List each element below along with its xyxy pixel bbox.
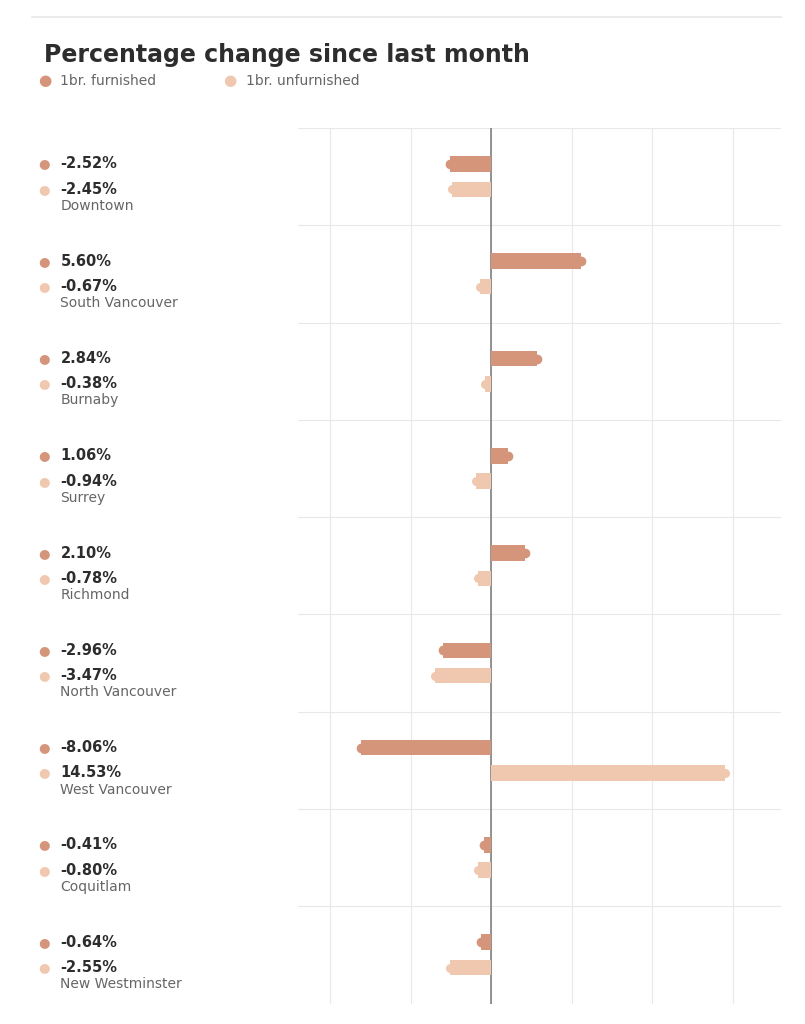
Bar [491,254,581,269]
Text: 2.84%: 2.84% [60,351,111,366]
Text: 1br. unfurnished: 1br. unfurnished [246,74,359,88]
Text: ●: ● [39,839,50,851]
Text: -3.47%: -3.47% [60,669,117,683]
Text: ●: ● [39,547,50,559]
Bar [361,740,491,756]
Text: ●: ● [39,572,50,585]
Text: -2.55%: -2.55% [60,961,118,975]
Bar [478,862,491,878]
Bar [481,279,491,294]
Bar [485,376,491,391]
Text: ●: ● [39,864,50,877]
Text: ●: ● [39,670,50,682]
Text: ●: ● [39,475,50,487]
Text: ●: ● [38,74,51,88]
Text: ●: ● [39,183,50,196]
Bar [491,546,525,561]
Bar [452,181,491,197]
Text: ●: ● [39,936,50,948]
Text: Percentage change since last month: Percentage change since last month [44,43,530,67]
Text: -0.94%: -0.94% [60,474,118,488]
Text: ●: ● [39,962,50,974]
Text: Downtown: Downtown [60,199,134,213]
Text: West Vancouver: West Vancouver [60,782,172,797]
Text: ●: ● [39,158,50,170]
Bar [478,570,491,586]
Text: -0.41%: -0.41% [60,838,118,852]
Text: Burnaby: Burnaby [60,393,119,408]
Text: 5.60%: 5.60% [60,254,111,268]
Bar [491,351,537,367]
Text: ●: ● [39,450,50,462]
Text: ●: ● [223,74,236,88]
Bar [476,473,491,488]
Bar [481,935,491,950]
Text: ●: ● [39,644,50,656]
Text: ●: ● [39,741,50,754]
Text: -0.38%: -0.38% [60,377,118,391]
Bar [451,157,491,172]
Text: ●: ● [39,378,50,390]
Text: -2.45%: -2.45% [60,182,118,197]
Text: ●: ● [39,767,50,779]
Text: Coquitlam: Coquitlam [60,880,132,894]
Text: South Vancouver: South Vancouver [60,296,178,310]
Bar [450,959,491,975]
Text: ●: ● [39,255,50,267]
Bar [444,643,491,658]
Bar [491,449,508,464]
Text: -2.52%: -2.52% [60,157,118,171]
Text: -2.96%: -2.96% [60,643,117,657]
Bar [491,765,725,780]
Text: -0.64%: -0.64% [60,935,118,949]
Bar [485,838,491,853]
Text: -8.06%: -8.06% [60,740,118,755]
Text: -0.78%: -0.78% [60,571,118,586]
Text: 1.06%: 1.06% [60,449,111,463]
Text: 14.53%: 14.53% [60,766,122,780]
Text: 2.10%: 2.10% [60,546,111,560]
Bar [436,668,491,683]
Text: Richmond: Richmond [60,588,130,602]
Text: -0.80%: -0.80% [60,863,118,878]
Text: -0.67%: -0.67% [60,280,118,294]
Text: ●: ● [39,281,50,293]
Text: Surrey: Surrey [60,490,105,505]
Text: North Vancouver: North Vancouver [60,685,177,699]
Text: 1br. furnished: 1br. furnished [60,74,156,88]
Text: New Westminster: New Westminster [60,977,182,991]
Text: ●: ● [39,352,50,365]
